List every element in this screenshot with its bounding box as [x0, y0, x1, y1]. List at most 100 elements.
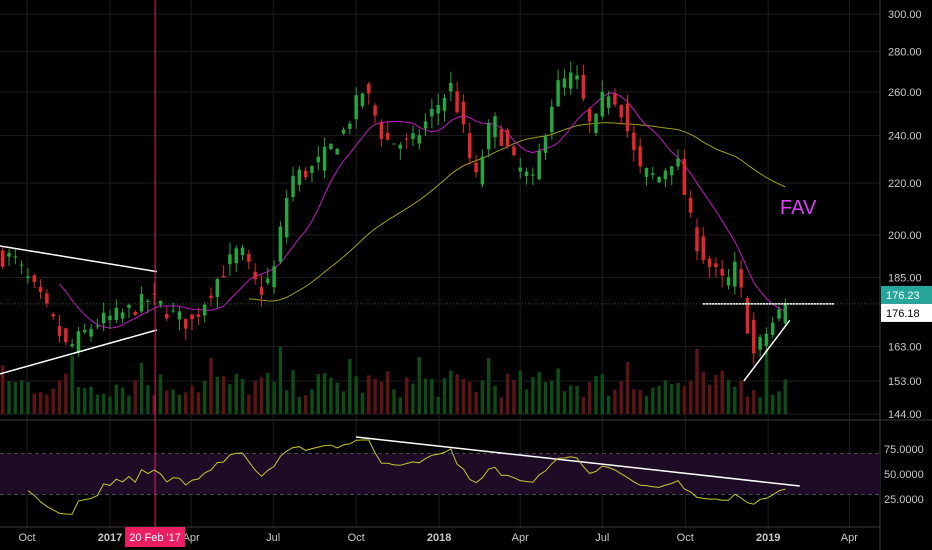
- candle-body: [0, 250, 5, 267]
- candle-body: [190, 314, 194, 320]
- volume-bar: [739, 380, 743, 414]
- rsi-line: [27, 439, 786, 515]
- volume-bar: [569, 385, 573, 414]
- volume-bar: [707, 385, 712, 414]
- candle-body: [133, 311, 137, 316]
- volume-bar: [688, 380, 693, 414]
- moving-average-short: [59, 92, 786, 329]
- volume-bar: [430, 378, 434, 414]
- volume-bar: [19, 380, 24, 414]
- candle-body: [688, 197, 693, 213]
- candle-body: [613, 93, 617, 105]
- candle-body: [783, 303, 788, 324]
- volume-bar: [32, 393, 36, 414]
- volume-bar: [726, 379, 731, 414]
- volume-bar: [190, 385, 194, 414]
- trendline[interactable]: [0, 245, 158, 273]
- volume-bar: [449, 370, 453, 414]
- time-tick-label: Apr: [841, 532, 858, 544]
- candle-body: [184, 318, 188, 329]
- candle-body: [284, 198, 289, 238]
- candle-body: [417, 135, 421, 144]
- candle-body: [594, 113, 598, 133]
- volume-bar: [234, 373, 238, 414]
- volume-bar: [669, 383, 674, 414]
- candle-body: [600, 91, 605, 117]
- time-tick-label: 2017: [98, 532, 122, 544]
- price-tick-label: 163.00: [888, 341, 922, 353]
- volume-bar: [101, 393, 106, 414]
- volume-bar: [404, 377, 409, 414]
- time-tick-label: Oct: [18, 532, 35, 544]
- volume-bar: [95, 394, 100, 414]
- volume-bar: [152, 395, 156, 414]
- crosshair-date-label: 20 Feb '17: [129, 532, 181, 544]
- price-tick-label: 280.00: [888, 47, 922, 59]
- volume-bar: [651, 387, 655, 414]
- time-tick-label: 2019: [756, 532, 780, 544]
- time-tick-label: Jul: [266, 532, 280, 544]
- volume-bar: [764, 350, 769, 414]
- price-badge: [881, 285, 932, 304]
- volume-bar: [644, 395, 649, 414]
- time-tick-label: 2018: [427, 532, 451, 544]
- volume-bar: [202, 380, 207, 414]
- candle-body: [240, 247, 245, 256]
- volume-bar: [7, 381, 11, 414]
- rsi-band: [0, 454, 880, 494]
- rsi-trendline[interactable]: [356, 436, 800, 487]
- candle-body: [158, 300, 163, 305]
- volume-bar: [474, 391, 478, 414]
- candle-body: [38, 286, 43, 293]
- volume-bar: [436, 396, 440, 414]
- candle-body: [581, 74, 586, 99]
- candle-body: [512, 146, 516, 156]
- candle-body: [493, 116, 497, 138]
- volume-bar: [531, 377, 535, 414]
- volume-bar: [613, 389, 617, 414]
- volume-bar: [537, 371, 541, 414]
- moving-average-long: [248, 122, 786, 302]
- candle-body: [543, 136, 548, 153]
- candle-body: [442, 98, 447, 111]
- price-tick-label: 220.00: [888, 178, 922, 190]
- volume-bar: [171, 389, 175, 414]
- volume-bar: [114, 384, 119, 414]
- volume-bar: [89, 386, 93, 414]
- candle-body: [468, 133, 472, 159]
- volume-bar: [379, 381, 384, 414]
- volume-bar: [51, 388, 55, 414]
- volume-bar: [493, 385, 497, 414]
- candle-body: [209, 295, 213, 298]
- candle-body: [278, 226, 283, 262]
- candle-body: [777, 309, 781, 319]
- volume-bar: [625, 362, 630, 414]
- candle-body: [524, 171, 529, 177]
- volume-bar: [146, 385, 150, 414]
- candles: [0, 61, 788, 364]
- volume-bar: [594, 376, 598, 414]
- price-tick-label: 260.00: [888, 87, 922, 99]
- candle-body: [430, 108, 434, 117]
- volume-bar: [442, 378, 447, 414]
- volume-bar: [360, 392, 365, 414]
- volume-bar: [770, 394, 775, 414]
- volume-bar: [600, 374, 605, 414]
- volume-bar: [461, 378, 466, 414]
- trendline[interactable]: [0, 329, 158, 375]
- candle-body: [569, 72, 573, 89]
- trendlines[interactable]: [0, 0, 880, 527]
- candle-body: [335, 148, 339, 155]
- candle-body: [266, 278, 270, 283]
- candle-body: [619, 105, 623, 118]
- volume-bar: [720, 370, 724, 414]
- price-axis[interactable]: 300.00 280.00 260.00 240.00 220.00 200.00 185.…: [888, 9, 922, 421]
- candle-body: [177, 311, 182, 320]
- volume-bar: [587, 382, 592, 414]
- trendline[interactable]: [743, 319, 791, 382]
- volume-bar: [329, 377, 333, 414]
- candle-body: [13, 256, 18, 258]
- volume-bar: [777, 391, 781, 414]
